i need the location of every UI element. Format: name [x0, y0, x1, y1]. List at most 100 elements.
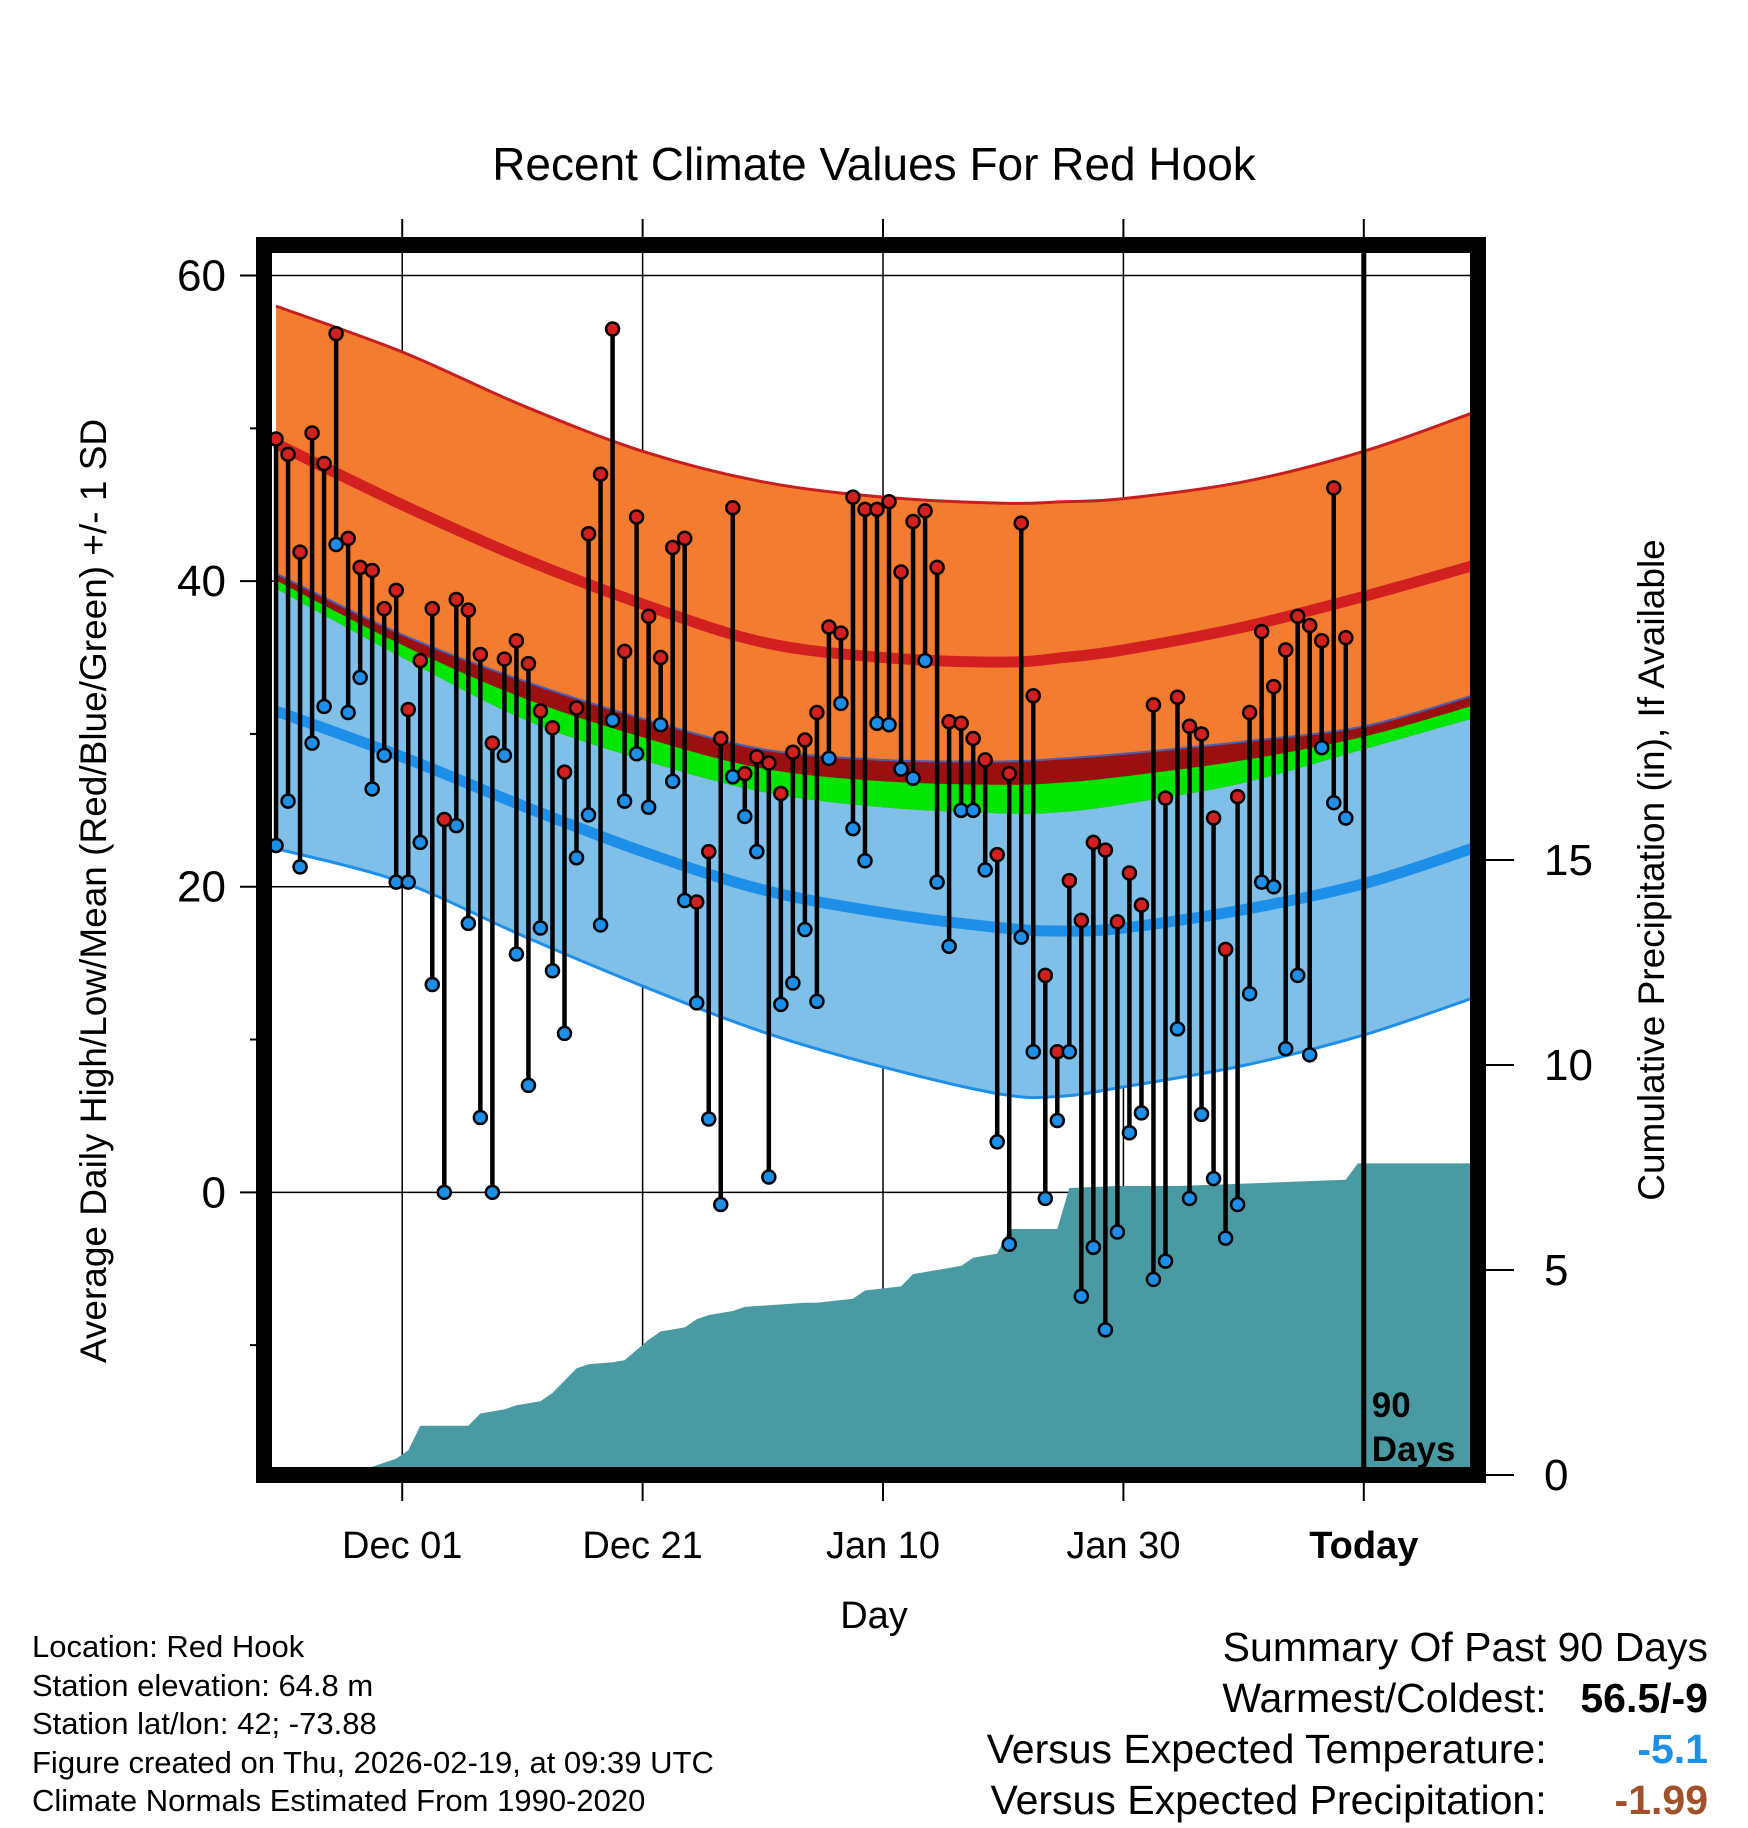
high-point	[1205, 810, 1222, 826]
precip-value: -1.99	[1614, 1777, 1708, 1823]
low-point	[1157, 1253, 1174, 1269]
high-point	[725, 500, 741, 516]
high-point	[364, 562, 380, 579]
high-point	[652, 649, 669, 666]
low-point	[1277, 1040, 1294, 1057]
low-point	[1289, 967, 1306, 984]
low-point	[688, 995, 705, 1011]
low-point	[1313, 739, 1330, 756]
precip-area	[276, 1163, 1478, 1475]
low-sd-band	[276, 588, 1472, 1098]
high-point	[376, 600, 392, 617]
low-point	[773, 996, 789, 1013]
high-point	[340, 530, 356, 547]
low-point	[821, 750, 837, 767]
low-point	[484, 1184, 501, 1201]
warm-cold-value: 56.5/-9	[1580, 1675, 1708, 1721]
low-point	[376, 747, 392, 764]
low-point	[1001, 1236, 1017, 1253]
low-point	[989, 1134, 1005, 1150]
low-point	[436, 1184, 453, 1201]
high-point	[472, 646, 489, 663]
low-point	[508, 946, 525, 962]
low-point	[1301, 1047, 1318, 1063]
x-axis-label: Day	[840, 1595, 908, 1637]
window-label-line2: Days	[1372, 1430, 1456, 1469]
high-point	[280, 446, 296, 463]
high-point	[688, 894, 705, 910]
high-point	[1241, 704, 1258, 721]
low-point	[664, 773, 681, 790]
window-label-line1: 90	[1372, 1386, 1411, 1425]
high-normal-line	[273, 438, 1474, 668]
x-tick-label: Dec 01	[342, 1525, 462, 1567]
high-point	[1169, 689, 1186, 706]
station-info: Location: Red Hook Station elevation: 64…	[32, 1628, 714, 1821]
low-point	[364, 781, 380, 797]
high-point	[1097, 842, 1114, 858]
high-point	[1025, 687, 1042, 704]
high-point	[893, 564, 909, 580]
temp-label: Versus Expected Temperature:	[986, 1726, 1547, 1772]
chart-title: Recent Climate Values For Red Hook	[492, 138, 1257, 190]
high-point	[1277, 642, 1294, 658]
high-point	[917, 503, 933, 519]
info-elevation: Station elevation: 64.8 m	[32, 1667, 374, 1703]
low-point	[1265, 878, 1282, 895]
high-point	[929, 559, 945, 576]
low-point	[700, 1111, 717, 1127]
high-point	[1301, 617, 1318, 634]
y-tick-label: 40	[177, 557, 226, 606]
warm-cold-label: Warmest/Coldest:	[1222, 1675, 1547, 1721]
y-tick-label: 20	[177, 863, 226, 912]
low-point	[1133, 1105, 1150, 1121]
low-point	[1061, 1044, 1078, 1060]
low-point	[568, 849, 585, 866]
high-point	[1085, 834, 1102, 851]
high-point	[640, 608, 657, 625]
summary-title: Summary Of Past 90 Days	[1222, 1624, 1708, 1670]
high-point	[1121, 865, 1138, 881]
low-point	[713, 1196, 729, 1213]
high-point	[761, 755, 777, 771]
summary-warm-cold: Warmest/Coldest: 56.5/-9	[987, 1673, 1708, 1724]
low-point	[929, 874, 945, 890]
high-point	[1338, 629, 1354, 646]
low-point	[520, 1077, 537, 1094]
low-point	[616, 793, 633, 809]
high-point	[1109, 914, 1126, 930]
low-point	[1121, 1124, 1138, 1141]
high-point	[496, 651, 513, 667]
high-point	[809, 704, 825, 721]
high-point	[797, 732, 813, 748]
low-point	[785, 975, 801, 991]
high-point	[749, 749, 765, 765]
high-point	[520, 655, 537, 672]
low-point	[737, 808, 753, 825]
high-point	[568, 700, 585, 716]
high-point	[833, 625, 849, 641]
low-point	[1193, 1106, 1210, 1123]
high-point	[1289, 608, 1306, 625]
low-point	[304, 735, 320, 751]
low-point	[1169, 1021, 1186, 1037]
low-point	[1241, 985, 1258, 1002]
high-point	[1229, 788, 1246, 805]
low-point	[917, 652, 933, 669]
x-tick-label: Jan 10	[826, 1525, 940, 1567]
summary-precip: Versus Expected Precipitation: -1.99	[987, 1775, 1709, 1826]
low-point	[340, 704, 356, 721]
low-point	[640, 799, 657, 816]
high-point	[1001, 765, 1017, 782]
high-point	[316, 455, 332, 472]
high-point	[436, 811, 453, 828]
high-point	[1061, 872, 1078, 889]
summary-panel: Summary Of Past 90 Days Warmest/Coldest:…	[987, 1622, 1708, 1826]
low-point	[833, 695, 849, 712]
low-point	[797, 921, 813, 938]
high-point	[905, 513, 921, 530]
low-point	[881, 717, 897, 733]
high-point	[1037, 967, 1054, 984]
high-point	[448, 591, 465, 608]
